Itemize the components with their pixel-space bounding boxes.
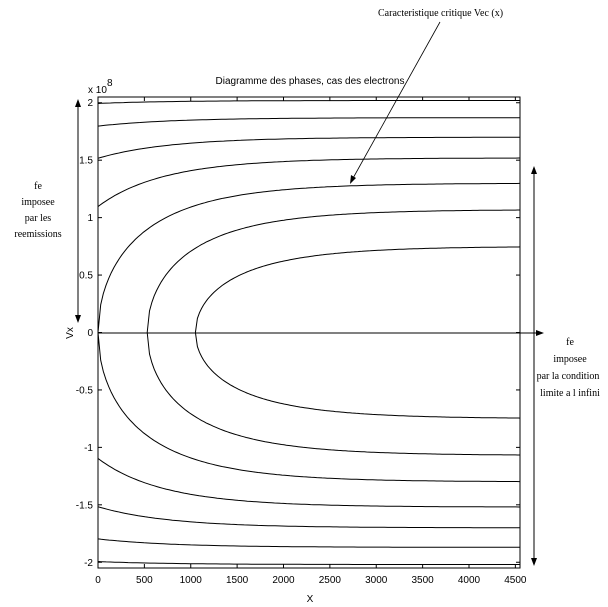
left-note-line-1: fe xyxy=(34,181,42,192)
contour-curve-upper xyxy=(146,209,520,333)
contour-curve-lower xyxy=(98,457,520,508)
right-note-line-1: fe xyxy=(566,337,574,348)
x-tick-label: 1000 xyxy=(180,575,203,586)
right-note-line-2: imposee xyxy=(553,354,587,365)
critical-arrow-line xyxy=(351,21,441,181)
y-tick-label: -1.5 xyxy=(76,500,94,511)
right-note-line-3: par la condition xyxy=(537,371,600,382)
contour-curve-lower xyxy=(98,561,520,565)
y-tick-label: -2 xyxy=(84,558,93,569)
left-arrow-head-top xyxy=(75,99,81,107)
x-tick-label: 2000 xyxy=(272,575,295,586)
y-multiplier-exponent: 8 xyxy=(107,78,113,89)
x-tick-label: 3000 xyxy=(365,575,388,586)
x-tick-label: 2500 xyxy=(319,575,342,586)
y-tick-label: 1.5 xyxy=(79,156,93,167)
contour-curve-lower xyxy=(194,332,520,419)
contour-curves xyxy=(98,100,520,565)
x-tick-label: 1500 xyxy=(226,575,249,586)
x-tick-label: 4500 xyxy=(504,575,527,586)
x-tick-label: 3500 xyxy=(411,575,434,586)
contour-curve-lower xyxy=(146,332,520,456)
zero-axis-arrow-head xyxy=(536,330,544,336)
y-tick-label: 1 xyxy=(87,213,93,224)
y-tick-label: 2 xyxy=(87,98,93,109)
contour-curve-upper xyxy=(98,117,520,127)
left-note-line-3: par les xyxy=(25,213,51,224)
x-tick-label: 500 xyxy=(136,575,153,586)
x-axis-label: X xyxy=(307,594,314,605)
right-arrow-head-bottom xyxy=(531,558,537,566)
contour-curve-lower xyxy=(98,538,520,548)
y-axis-ticks: -2 -1.5 -1 -0.5 0 0.5 1 1.5 2 xyxy=(76,98,520,569)
y-tick-label: 0.5 xyxy=(79,271,93,282)
y-axis-label: Vx xyxy=(65,327,76,339)
x-tick-label: 4000 xyxy=(458,575,481,586)
right-note-line-4: limite a l infini xyxy=(540,388,600,399)
contour-curve-upper xyxy=(194,246,520,333)
y-tick-label: 0 xyxy=(87,328,93,339)
chart-title: Diagramme des phases, cas des electrons xyxy=(216,76,405,87)
x-tick-label: 0 xyxy=(95,575,101,586)
contour-curve-upper xyxy=(98,100,520,104)
left-note-line-2: imposee xyxy=(21,197,55,208)
right-arrow-head-top xyxy=(531,166,537,174)
critical-characteristic-label: Caracteristique critique Vec (x) xyxy=(378,8,503,19)
critical-arrow-head xyxy=(350,175,356,184)
contour-curve-upper xyxy=(98,182,520,333)
contour-curve-lower xyxy=(98,506,520,529)
left-arrow-head-bottom xyxy=(75,315,81,323)
y-tick-label: -1 xyxy=(84,443,93,454)
contour-curve-upper xyxy=(98,157,520,208)
y-tick-label: -0.5 xyxy=(76,385,94,396)
contour-curve-lower xyxy=(98,332,520,483)
contour-curve-upper xyxy=(98,136,520,159)
left-note-line-4: reemissions xyxy=(14,229,61,240)
y-multiplier: x 10 xyxy=(88,85,107,96)
x-axis-ticks: 0 500 1000 1500 2000 2500 3000 3500 4000 4500 xyxy=(95,97,527,586)
